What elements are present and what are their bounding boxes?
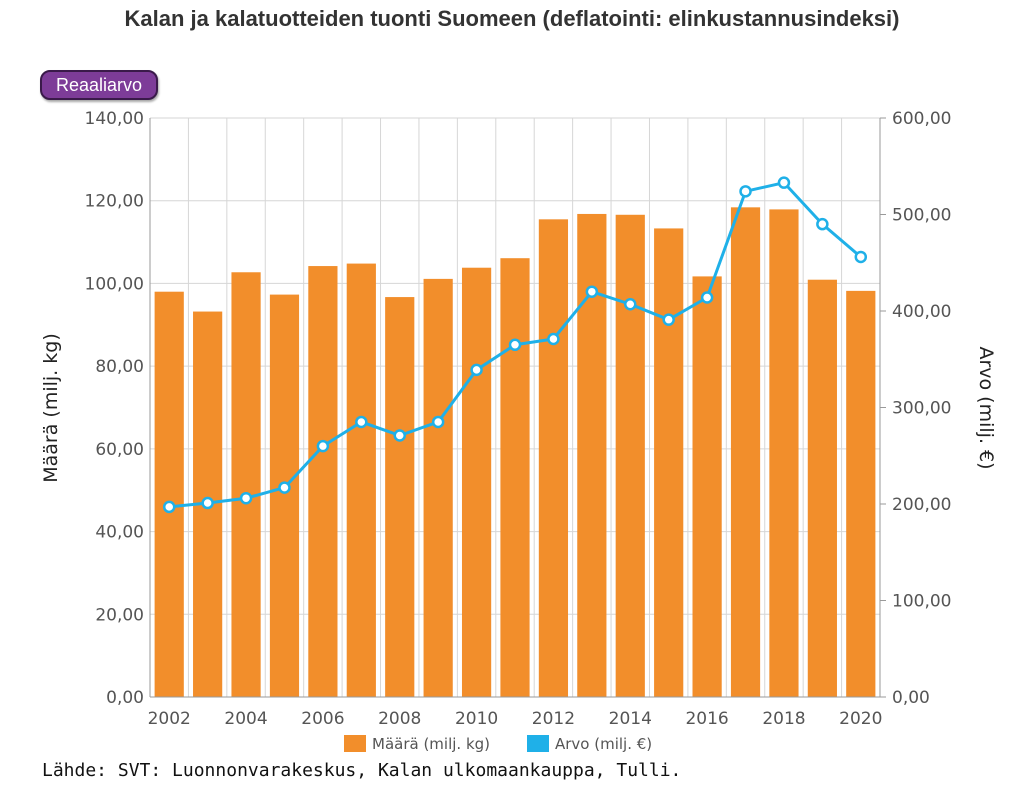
x-tick-label: 2018 <box>762 709 805 729</box>
bar-2005 <box>269 294 300 697</box>
value-point-2003 <box>201 496 214 510</box>
x-tick-label: 2014 <box>609 709 652 729</box>
value-point-2013 <box>585 285 599 298</box>
bars <box>154 207 876 698</box>
bar-2006 <box>308 266 338 697</box>
value-point-2014 <box>624 297 637 311</box>
reaaliarvo-button[interactable]: Reaaliarvo <box>40 70 158 100</box>
legend-label-arvo[interactable]: Arvo (milj. €) <box>555 735 652 753</box>
y-right-tick-label: 100,00 <box>892 592 951 612</box>
y-left-tick-label: 40,00 <box>95 523 144 543</box>
x-tick-label: 2002 <box>148 709 191 729</box>
x-tick-label: 2008 <box>378 709 421 729</box>
value-point-2007 <box>355 415 368 429</box>
bar-2017 <box>730 207 761 697</box>
y-left-tick-label: 60,00 <box>95 440 144 460</box>
value-point-2004 <box>239 491 253 505</box>
x-tick-label: 2020 <box>839 709 882 729</box>
bar-2007 <box>346 263 376 697</box>
value-point-2012 <box>547 332 560 346</box>
value-point-2015 <box>662 313 675 326</box>
y-left-tick-label: 100,00 <box>85 274 144 294</box>
bar-2012 <box>538 219 569 697</box>
value-point-2002 <box>162 500 176 514</box>
x-tick-label: 2016 <box>685 709 728 729</box>
legend-swatch-maara[interactable] <box>344 735 366 752</box>
x-tick-label: 2004 <box>224 709 267 729</box>
bar-2009 <box>423 278 453 697</box>
x-tick-label: 2006 <box>301 709 344 729</box>
y-left-tick-label: 80,00 <box>95 357 144 377</box>
bar-2004 <box>231 272 261 697</box>
y-right-tick-label: 400,00 <box>892 302 951 322</box>
bar-2008 <box>385 297 415 697</box>
tick-labels: 0,00 20,00 40,00 60,00 80,00 100,00 120,00 140,… <box>85 109 952 729</box>
y-left-tick-label: 120,00 <box>85 192 144 212</box>
bar-2015 <box>654 228 684 697</box>
axes <box>149 117 886 698</box>
y-right-tick-label: 500,00 <box>892 206 951 226</box>
y-axis-right-label: Arvo (milj. €) <box>975 346 997 469</box>
value-point-2020 <box>854 250 868 264</box>
bar-2002 <box>154 291 184 697</box>
value-point-2005 <box>278 481 291 494</box>
y-right-tick-label: 0,00 <box>892 688 930 708</box>
y-axis-left-label: Määrä (milj. kg) <box>40 333 62 483</box>
x-tick-label: 2010 <box>455 709 498 729</box>
value-point-2018 <box>777 176 791 189</box>
x-tick-label: 2012 <box>532 709 575 729</box>
value-point-2011 <box>508 338 522 352</box>
value-point-2009 <box>431 415 445 429</box>
value-point-2016 <box>700 291 714 304</box>
source-note: Lähde: SVT: Luonnonvarakeskus, Kalan ulk… <box>42 760 682 781</box>
bar-2014 <box>615 214 645 698</box>
y-left-tick-label: 0,00 <box>106 688 144 708</box>
chart-title: Kalan ja kalatuotteiden tuonti Suomeen (… <box>124 6 900 31</box>
legend-label-maara[interactable]: Määrä (milj. kg) <box>372 735 490 753</box>
value-point-2019 <box>816 217 829 231</box>
bar-2020 <box>846 290 876 697</box>
bar-2011 <box>500 258 530 697</box>
value-point-2017 <box>739 185 752 198</box>
value-point-2008 <box>393 429 406 442</box>
y-right-tick-label: 300,00 <box>892 399 951 419</box>
value-point-2006 <box>316 439 330 453</box>
bar-2010 <box>461 267 492 697</box>
y-left-tick-label: 20,00 <box>95 605 144 625</box>
value-point-2010 <box>470 363 483 377</box>
y-right-tick-label: 200,00 <box>892 495 951 515</box>
value-line <box>162 176 868 514</box>
bar-2019 <box>807 279 837 697</box>
bar-2016 <box>692 276 722 697</box>
legend-swatch-arvo[interactable] <box>527 735 549 752</box>
bar-2018 <box>769 209 799 697</box>
legend: Määrä (milj. kg) Arvo (milj. €) <box>344 735 652 753</box>
y-left-tick-label: 140,00 <box>85 109 144 129</box>
y-right-tick-label: 600,00 <box>892 109 951 129</box>
